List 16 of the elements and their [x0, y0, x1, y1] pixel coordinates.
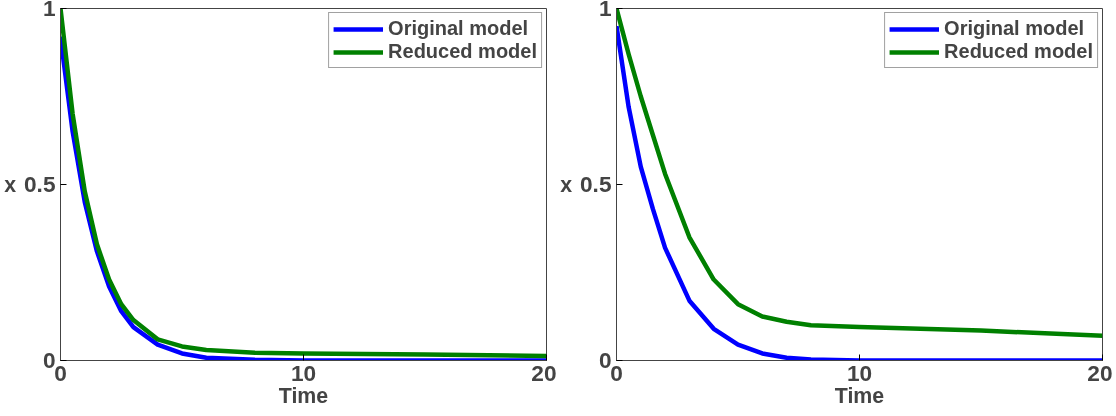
y-axis-title: x: [560, 172, 573, 197]
y-tick-label: 1: [42, 0, 56, 21]
y-axis-title: x: [4, 172, 17, 197]
y-tick-label: 1: [598, 0, 612, 21]
x-tick-label: 20: [531, 359, 557, 386]
legend-label: Original model: [944, 17, 1085, 40]
legend-label: Original model: [388, 17, 529, 40]
y-tick-label: 0.5: [24, 171, 56, 197]
x-tick-label: 10: [290, 359, 317, 386]
legend-label: Reduced model: [944, 40, 1093, 63]
y-tick-label: 0.5: [580, 171, 612, 197]
legend-label: Reduced model: [388, 40, 537, 63]
x-axis-title: Time: [278, 383, 329, 408]
x-axis-title: Time: [834, 383, 885, 408]
x-tick-label: 10: [846, 359, 873, 386]
x-tick-label: 20: [1087, 359, 1113, 386]
